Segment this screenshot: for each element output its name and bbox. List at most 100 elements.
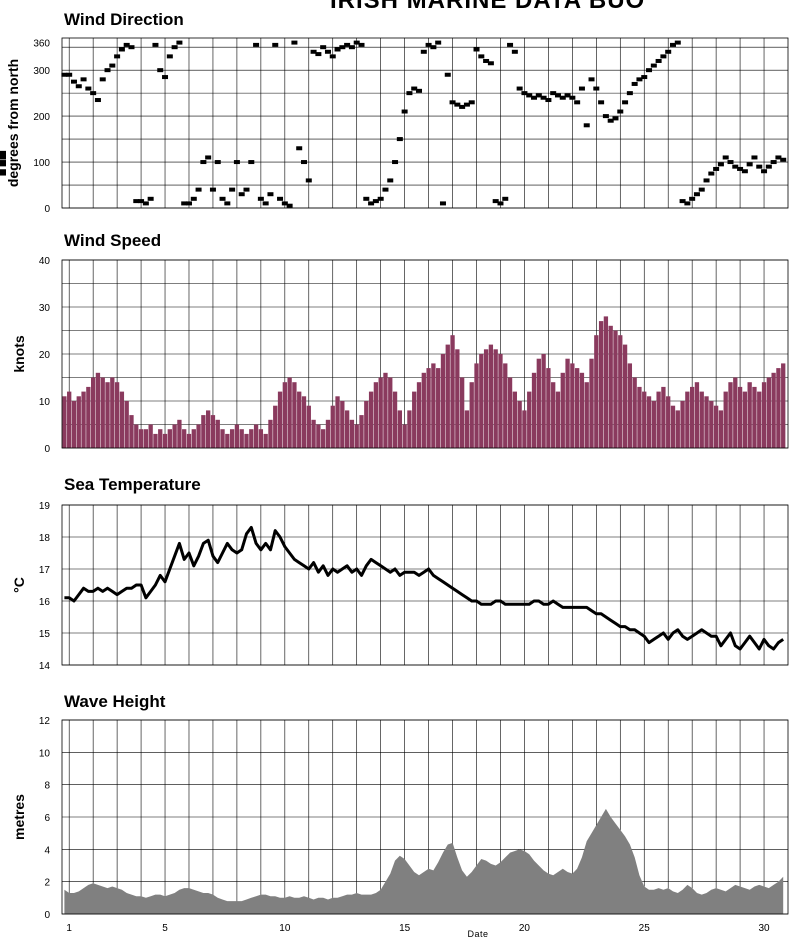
data-bar bbox=[297, 391, 302, 448]
x-tick-label: 15 bbox=[399, 923, 411, 934]
data-point bbox=[147, 196, 154, 201]
data-point bbox=[631, 81, 638, 86]
data-bar bbox=[771, 372, 776, 448]
data-point bbox=[478, 54, 485, 59]
data-bar bbox=[766, 377, 771, 448]
y-tick-label: 200 bbox=[33, 112, 50, 123]
data-bar bbox=[273, 405, 278, 448]
y-tick-label: 18 bbox=[39, 533, 51, 544]
data-bar bbox=[105, 382, 110, 448]
data-point bbox=[310, 49, 317, 54]
data-bar bbox=[464, 410, 470, 448]
x-axis-label: Date bbox=[467, 929, 488, 938]
data-bar bbox=[249, 429, 254, 448]
data-bar bbox=[349, 419, 355, 448]
data-bar bbox=[292, 382, 297, 448]
y-tick-label: 4 bbox=[44, 845, 50, 856]
data-point bbox=[713, 166, 720, 171]
y-tick-label: 16 bbox=[39, 597, 51, 608]
data-point bbox=[296, 146, 303, 151]
data-point bbox=[171, 45, 178, 50]
data-bar bbox=[196, 424, 201, 448]
data-point bbox=[487, 61, 494, 66]
data-bar bbox=[742, 391, 748, 448]
data-bar bbox=[666, 396, 671, 448]
data-bar bbox=[781, 363, 786, 448]
data-bar bbox=[76, 396, 81, 448]
data-point bbox=[765, 164, 772, 169]
data-point bbox=[497, 201, 504, 206]
data-point bbox=[693, 192, 700, 197]
data-point bbox=[516, 86, 523, 91]
data-point bbox=[406, 91, 413, 96]
y-tick-label: 19 bbox=[39, 501, 51, 512]
data-bar bbox=[737, 386, 743, 448]
wave-height-frame bbox=[61, 719, 789, 915]
data-bar bbox=[632, 377, 637, 448]
data-bar bbox=[761, 382, 767, 448]
data-bar bbox=[603, 316, 609, 448]
data-bar bbox=[277, 391, 283, 448]
data-bar bbox=[661, 386, 666, 448]
data-bar bbox=[182, 429, 187, 448]
data-bar bbox=[555, 391, 561, 448]
data-point bbox=[463, 102, 470, 107]
y-tick-label: 8 bbox=[44, 781, 50, 792]
data-bar bbox=[507, 377, 513, 448]
data-bar bbox=[373, 382, 379, 448]
y-tick-label: 15 bbox=[39, 629, 51, 640]
data-bar bbox=[162, 433, 168, 448]
data-point bbox=[219, 196, 226, 201]
data-point bbox=[166, 54, 173, 59]
data-point bbox=[238, 192, 245, 197]
data-point bbox=[559, 95, 566, 100]
data-bar bbox=[215, 419, 220, 448]
wind-direction-frame bbox=[61, 37, 789, 209]
data-point bbox=[641, 75, 648, 80]
wave-height-title: Wave Height bbox=[64, 692, 166, 711]
data-point bbox=[200, 160, 207, 165]
data-bar bbox=[138, 429, 144, 448]
data-point bbox=[138, 199, 145, 204]
data-bar bbox=[752, 386, 757, 448]
data-bar bbox=[354, 424, 359, 448]
data-point bbox=[578, 86, 585, 91]
data-point bbox=[363, 196, 370, 201]
data-point bbox=[689, 196, 696, 201]
data-point bbox=[0, 153, 6, 158]
data-bar bbox=[129, 415, 134, 448]
data-bar bbox=[388, 377, 393, 448]
data-point bbox=[396, 137, 403, 142]
data-bar bbox=[637, 386, 642, 448]
data-bar bbox=[100, 377, 105, 448]
data-point bbox=[583, 123, 590, 128]
data-bar bbox=[268, 419, 273, 448]
y-tick-label: 0 bbox=[44, 444, 50, 455]
data-point bbox=[272, 42, 279, 47]
data-point bbox=[329, 54, 336, 59]
data-bar bbox=[718, 410, 724, 448]
data-point bbox=[650, 63, 657, 68]
sea-temperature-title: Sea Temperature bbox=[64, 475, 201, 494]
data-bar bbox=[392, 391, 398, 448]
data-point bbox=[281, 201, 288, 206]
data-bar bbox=[416, 382, 422, 448]
data-point bbox=[439, 201, 446, 206]
data-point bbox=[118, 47, 125, 52]
data-point bbox=[674, 40, 681, 45]
data-point bbox=[253, 42, 260, 47]
data-point bbox=[94, 98, 101, 103]
data-bar bbox=[589, 358, 594, 448]
data-point bbox=[214, 160, 221, 165]
y-tick-label: 12 bbox=[39, 716, 51, 727]
data-bar bbox=[95, 372, 101, 448]
data-bar bbox=[412, 391, 417, 448]
data-bar bbox=[206, 410, 211, 448]
data-bar bbox=[426, 368, 431, 448]
data-bar bbox=[685, 391, 690, 448]
data-bar bbox=[474, 363, 479, 448]
y-tick-label: 30 bbox=[39, 303, 51, 314]
wind-speed-ylabel: knots bbox=[11, 335, 27, 373]
data-bar bbox=[469, 382, 474, 448]
data-point bbox=[665, 49, 672, 54]
